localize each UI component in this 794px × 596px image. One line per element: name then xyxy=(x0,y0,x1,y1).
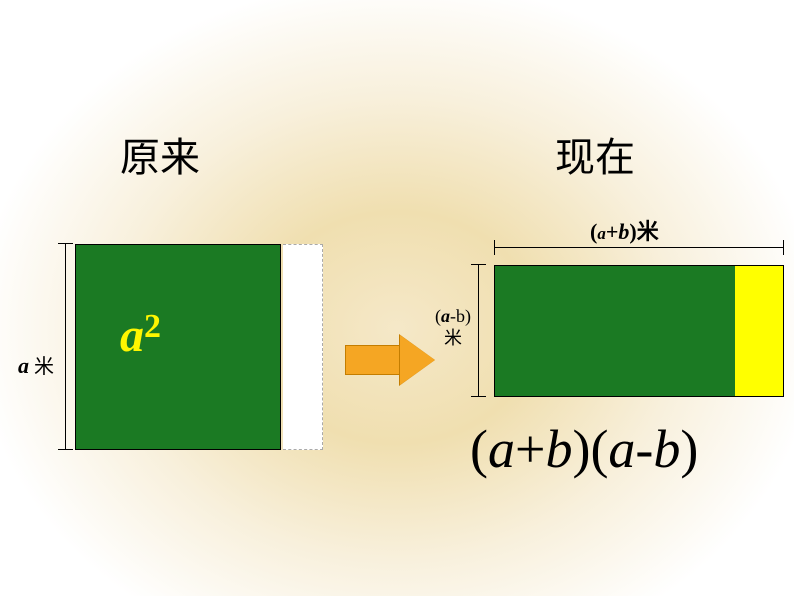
left-dim-cap-bottom xyxy=(58,449,73,450)
left-dim-var: a xyxy=(18,353,29,378)
width-a: a xyxy=(597,224,606,243)
height-dim-cap-top xyxy=(471,264,486,265)
f-minus: - xyxy=(635,419,653,479)
width-dim-cap-right xyxy=(783,240,784,255)
f-a2: a xyxy=(608,419,635,479)
f-rp2: ) xyxy=(680,419,698,479)
f-lp1: ( xyxy=(470,419,488,479)
left-dimension-line xyxy=(65,244,66,450)
f-plus: + xyxy=(515,419,545,479)
area-formula: (a+b)(a-b) xyxy=(470,418,698,480)
left-title: 原来 xyxy=(120,125,200,183)
width-unit: 米 xyxy=(637,219,659,244)
height-b: b xyxy=(456,306,465,326)
width-plus: + xyxy=(606,219,619,244)
right-title: 现在 xyxy=(555,125,635,183)
left-dim-cap-top xyxy=(58,243,73,244)
height-expr: (a-b) xyxy=(428,306,478,328)
area-a-squared: a2 xyxy=(120,308,161,363)
arrow-body xyxy=(345,345,400,375)
height-dimension-line xyxy=(478,265,479,397)
height-a: a xyxy=(441,306,450,326)
area-base: a xyxy=(120,309,144,362)
width-dimension-label: (a+b)米 xyxy=(590,214,659,246)
rect-yellow-part xyxy=(735,266,783,396)
height-dim-cap-bottom xyxy=(471,396,486,397)
width-dimension-line xyxy=(494,247,784,248)
original-square xyxy=(75,244,281,450)
height-unit: 米 xyxy=(428,328,478,350)
rect-green-part xyxy=(495,266,735,396)
area-exponent: 2 xyxy=(144,308,161,345)
current-rectangle xyxy=(494,265,784,397)
left-dimension-label: a 米 xyxy=(18,350,54,379)
f-lp2: ( xyxy=(590,419,608,479)
f-b2: b xyxy=(653,419,680,479)
cut-rectangle xyxy=(283,244,323,450)
width-rp: ) xyxy=(629,219,636,244)
f-a1: a xyxy=(488,419,515,479)
left-dim-unit: 米 xyxy=(34,356,54,378)
height-dimension-label: (a-b) 米 xyxy=(428,306,478,349)
f-b1: b xyxy=(545,419,572,479)
width-b: b xyxy=(618,219,629,244)
width-dim-cap-left xyxy=(494,240,495,255)
f-rp1: ) xyxy=(572,419,590,479)
